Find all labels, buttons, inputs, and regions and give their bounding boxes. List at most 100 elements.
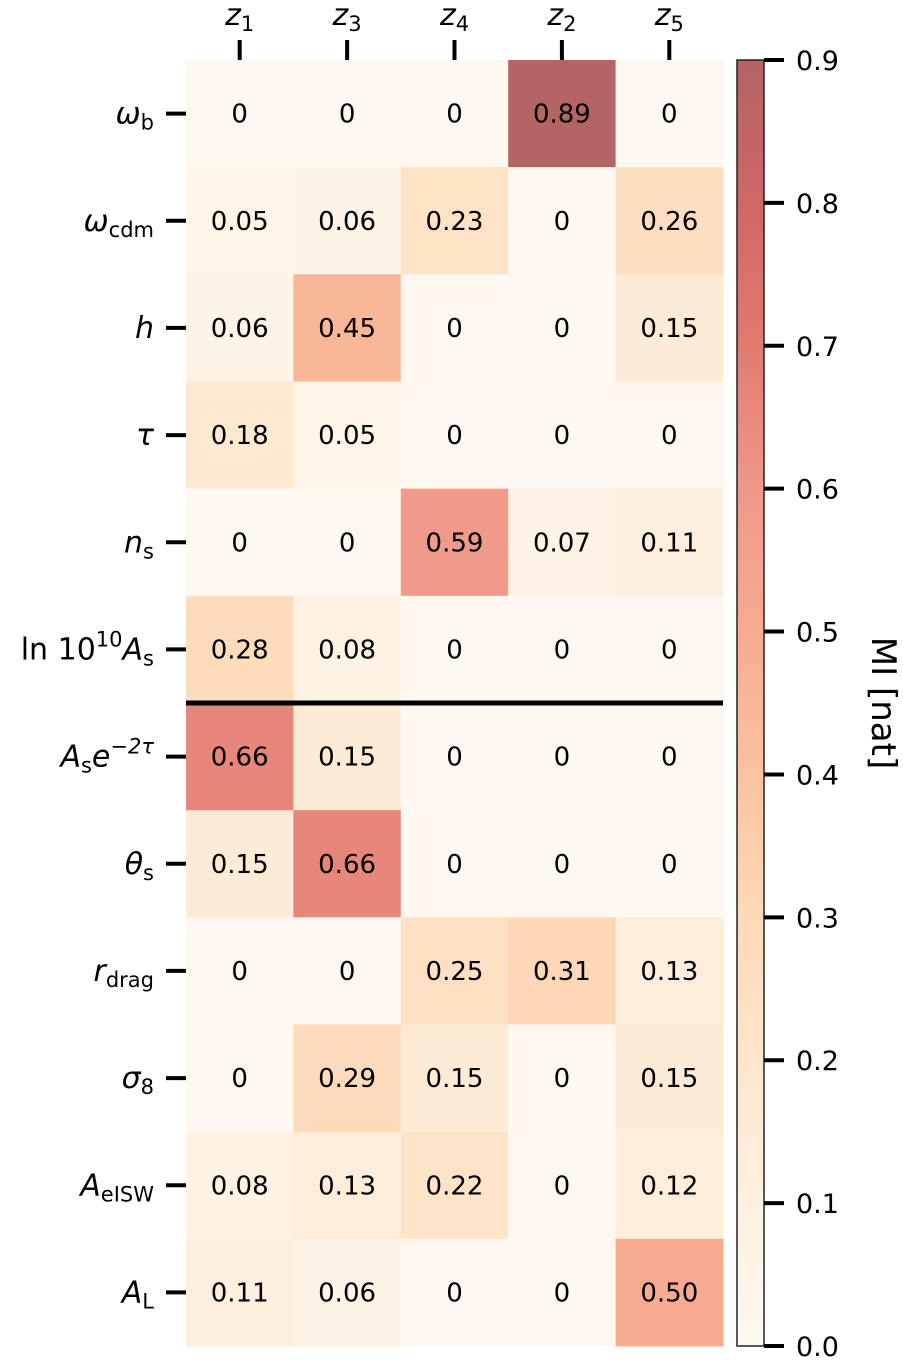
cell-value-label: 0 [339,528,356,558]
row-label-part: s [143,646,154,670]
column-label-z4: z4 [439,0,469,36]
heatmap-cell [186,381,294,490]
heatmap-cell [400,60,509,168]
heatmap-cell [508,810,617,918]
row-label-r-drag: rdrag [93,954,154,992]
cell-value-label: 0.06 [318,207,376,237]
heatmap-cell [400,810,509,918]
row-label-tau: τ [136,418,155,453]
heatmap-cell [293,1238,402,1347]
row-label-A-eISW: AeISW [78,1168,154,1206]
column-label-z3: z3 [332,0,362,36]
cell-value-label: 0.50 [640,1278,698,1308]
cell-value-label: 0 [554,1278,571,1308]
cell-value-label: 0 [446,1278,463,1308]
heatmap-cell [615,1024,724,1133]
cell-value-label: 0.59 [426,528,484,558]
row-label-part: σ [122,1061,142,1096]
cell-value-label: 0.89 [533,100,591,130]
row-label-part: cdm [109,218,154,242]
heatmap-cell [615,1238,724,1347]
cell-value-label: 0 [554,314,571,344]
row-label-part: ω [116,97,141,132]
cell-value-label: 0 [554,207,571,237]
heatmap-cell [508,1024,617,1133]
colorbar-tick-label: 0.3 [796,903,839,934]
row-label-part: A [78,1168,101,1203]
heatmap-cell [293,917,402,1025]
heatmap-cell [293,595,402,704]
heatmap-cell [400,167,509,275]
heatmap-cell [186,274,294,382]
row-label-A-L: AL [120,1275,155,1313]
row-label-h: h [135,311,154,346]
row-label-part: h [135,311,154,346]
row-label-sigma-8: σ8 [122,1061,154,1099]
cell-value-label: 0.26 [640,207,698,237]
cell-value-label: 0.15 [640,314,698,344]
cell-value-label: 0.06 [318,1278,376,1308]
row-label-part: eISW [101,1182,154,1206]
heatmap-cell [508,60,617,168]
row-label-part: τ [136,418,155,453]
heatmap-cell [186,1131,294,1240]
cell-value-label: 0.29 [318,1064,376,1094]
cell-value-label: 0.23 [426,207,484,237]
heatmap-cell-labels: 0 0 0 0.89 0 0.05 0.06 0.23 0 0.26 0.06 0.45 0 0 0.15 0… [211,100,698,1309]
colorbar-tick-label: 0.0 [796,1332,839,1362]
heatmap-cell [615,274,724,382]
cell-value-label: 0.07 [533,528,591,558]
row-label-part: A [120,1275,143,1310]
cell-value-label: 0.15 [211,850,269,880]
column-label-subscript: 5 [670,12,683,36]
column-label-base: z [546,0,564,33]
column-label-z5: z5 [654,0,684,36]
heatmap-cell [615,381,724,490]
cell-value-label: 0 [661,743,678,773]
cell-value-label: 0.15 [640,1064,698,1094]
cell-value-label: 0.28 [211,635,269,665]
cell-value-label: 0.66 [211,743,269,773]
colorbar-tick-label: 0.7 [796,332,839,363]
heatmap-cell [186,703,294,811]
cell-value-label: 0 [231,528,248,558]
cell-value-label: 0.15 [426,1064,484,1094]
row-label-ln10-10-A-s: ln 1010As [21,627,154,670]
heatmap-cell [400,381,509,490]
colorbar-tick-label: 0.4 [796,760,839,791]
cell-value-label: 0 [446,743,463,773]
colorbar-ticks: 0.0 0.1 0.2 0.3 0.4 0.5 0.6 0.7 0.8 0.9 [764,46,839,1362]
heatmap-cell [400,1024,509,1133]
row-label-omega-b: ωb [116,97,154,135]
heatmap-cell [293,381,402,490]
heatmap-cell [615,703,724,811]
cell-value-label: 0.11 [640,528,698,558]
row-label-part: 10 [96,627,123,651]
cell-value-label: 0.66 [318,850,376,880]
colorbar-gradient [736,59,765,1347]
heatmap-cell [186,1238,294,1347]
heatmap-cell [508,917,617,1025]
heatmap-cell [293,488,402,597]
colorbar-tick-label: 0.6 [796,475,839,506]
heatmap-cell [615,488,724,597]
heatmap-cell [293,274,402,382]
cell-value-label: 0.08 [211,1171,269,1201]
heatmap-cell [508,1131,617,1240]
heatmap-cell [400,595,509,704]
heatmap-cell [293,167,402,275]
heatmap-cell [293,1024,402,1133]
cell-value-label: 0 [554,421,571,451]
heatmap-cell [293,703,402,811]
heatmap-cell [400,917,509,1025]
cell-value-label: 0 [446,421,463,451]
cell-value-label: 0.05 [211,207,269,237]
heatmap-cell [615,917,724,1025]
cell-value-label: 0 [446,635,463,665]
heatmap-cell [615,1131,724,1240]
cell-value-label: 0 [661,421,678,451]
cell-value-label: 0.18 [211,421,269,451]
cell-value-label: 0.05 [318,421,376,451]
heatmap-cell [186,595,294,704]
heatmap-cell [508,1238,617,1347]
